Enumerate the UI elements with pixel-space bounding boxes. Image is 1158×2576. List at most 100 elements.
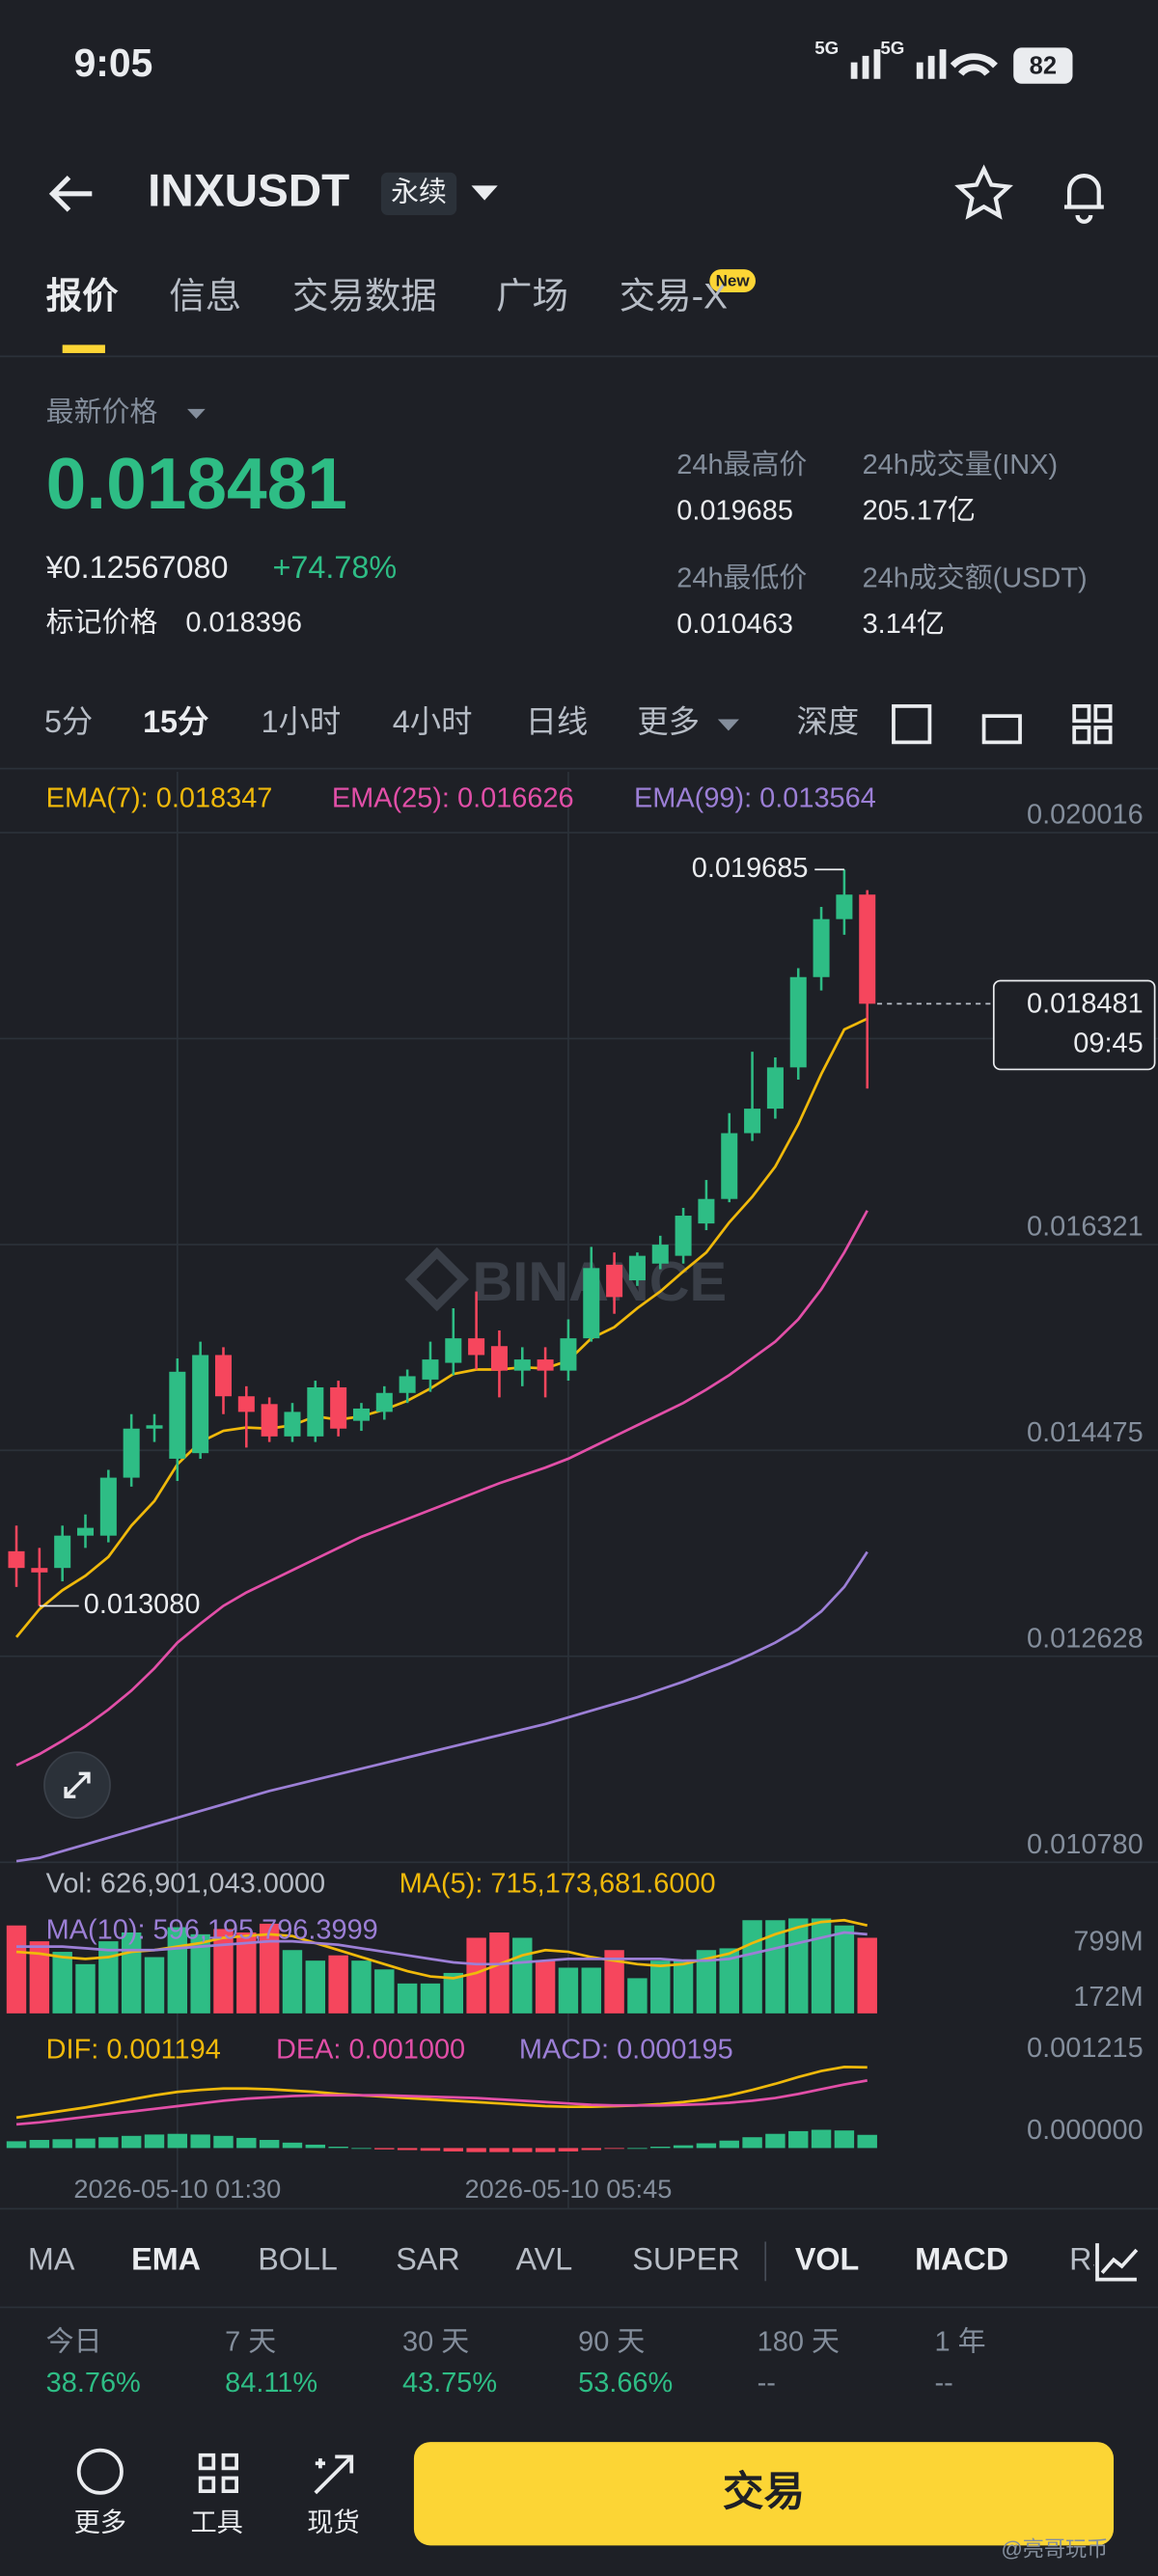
countdown: 09:45 [1073,1028,1143,1059]
macd-bar [765,2133,786,2149]
tab[interactable]: 报价 [46,276,119,316]
macd-bar [696,2143,717,2149]
candle-body [307,1386,324,1437]
y-tick-label: 0.010780 [1027,1829,1144,1860]
return-value: 43.75% [402,2368,497,2398]
macd-bar [29,2140,50,2149]
interval[interactable]: 1小时 [262,704,342,739]
legend-entry: EMA(7): 0.018347 [46,783,273,814]
nav-label: 现货 [307,2507,359,2536]
volume-bar [351,1960,372,2014]
indicator-settings[interactable] [1095,2243,1139,2282]
indicator-line [15,2079,868,2126]
legend-entry: DIF: 0.001194 [46,2035,221,2066]
legend-entry: EMA(99): 0.013564 [634,783,876,814]
tab-indicator [62,344,105,353]
tab[interactable]: 信息 [169,276,241,316]
interval[interactable]: 15分 [143,704,208,739]
expand-icon [64,1771,91,1798]
volume-bar [190,1933,210,2014]
candle-body [445,1338,462,1363]
indicator-tab[interactable]: EMA [131,2241,201,2276]
ema-line [14,1017,868,1638]
spot-icon[interactable] [314,2454,354,2495]
volume-bar [742,1920,762,2014]
interval[interactable]: 深度 [797,704,860,739]
alert-button[interactable] [1063,174,1104,224]
candle-body [651,1245,669,1264]
volume-bar [144,1957,165,2014]
macd-bar [374,2148,395,2150]
return-period: 今日 [46,2327,102,2358]
stat-label: 24h最高价 [676,450,807,480]
volume-bar [236,1932,257,2014]
candle-body [537,1359,554,1371]
battery-level: 82 [1030,53,1057,80]
tab[interactable]: 交易数据 [292,276,437,316]
indicator-tab[interactable]: BOLL [258,2241,338,2276]
volume-bar [75,1963,96,2014]
symbol-dropdown[interactable] [471,185,498,201]
drawing-tool[interactable] [892,704,932,745]
macd-bar [627,2148,648,2150]
mark-label: 标记价格 [46,607,158,638]
more-icon[interactable] [76,2448,124,2495]
low-label: 0.013080 [84,1589,201,1620]
tab[interactable]: 交易-X [620,276,728,316]
settings-tool[interactable] [981,714,1022,745]
return-period: 180 天 [758,2327,840,2358]
legend-entry: MA(5): 715,173,681.6000 [400,1869,716,1900]
volume-bar [466,1937,486,2014]
indicator-tab[interactable]: VOL [795,2241,859,2276]
macd-bar [857,2134,877,2149]
macd-bar [144,2134,165,2149]
indicator-line [15,2066,868,2120]
interval[interactable]: 日线 [526,704,589,739]
legend-entry: Vol: 626,901,043.0000 [46,1869,325,1900]
y-tick-label: 0.000000 [1027,2115,1144,2146]
interval[interactable]: 5分 [44,704,93,739]
favorite-button[interactable] [954,164,1013,220]
indicator-tab[interactable]: MA [28,2241,75,2276]
candle-body [54,1535,71,1569]
contract-type: 永续 [391,177,447,207]
macd-bar [558,2148,579,2151]
volume-bar [558,1967,579,2014]
price-dropdown[interactable] [187,408,206,420]
macd-bar [305,2144,326,2149]
volume-bar [443,1972,463,2014]
volume-bar [52,1952,72,2014]
candle-body [744,1109,761,1134]
volume-bar [305,1960,326,2014]
stat-value: 0.010463 [676,609,793,640]
indicator-tab[interactable]: RSI [1069,2241,1121,2276]
price-change: +74.78% [273,550,398,585]
tools-icon[interactable] [198,2453,238,2494]
back-button[interactable] [48,176,93,212]
macd-bar [512,2148,533,2152]
volume-bar [98,1941,119,2014]
layout-tool[interactable] [1072,704,1113,745]
trade-label: 交易 [723,2469,805,2515]
candle-body [192,1355,209,1454]
indicator-tab[interactable]: SUPER [632,2241,739,2276]
interval[interactable]: 更多 [637,704,700,739]
more-dropdown[interactable] [717,719,739,731]
trade-button[interactable] [413,2442,1115,2546]
candle-body [237,1396,255,1412]
x-tick-label: 2026-05-10 05:45 [464,2174,672,2204]
indicator-tab[interactable]: SAR [396,2241,459,2276]
stat-value: 0.019685 [676,496,793,527]
y-tick-label: 0.001215 [1027,2033,1144,2064]
indicator-tab[interactable]: MACD [915,2241,1008,2276]
volume-bar [627,1978,648,2014]
indicator-tab[interactable]: AVL [515,2241,572,2276]
macd-bar [742,2137,762,2149]
last-price: 0.018481 [46,443,347,524]
y-tick-label: 799M [1073,1927,1143,1958]
wifi-icon [950,53,998,76]
interval[interactable]: 4小时 [393,704,473,739]
candle-body [606,1264,623,1298]
tab[interactable]: 广场 [496,276,568,316]
